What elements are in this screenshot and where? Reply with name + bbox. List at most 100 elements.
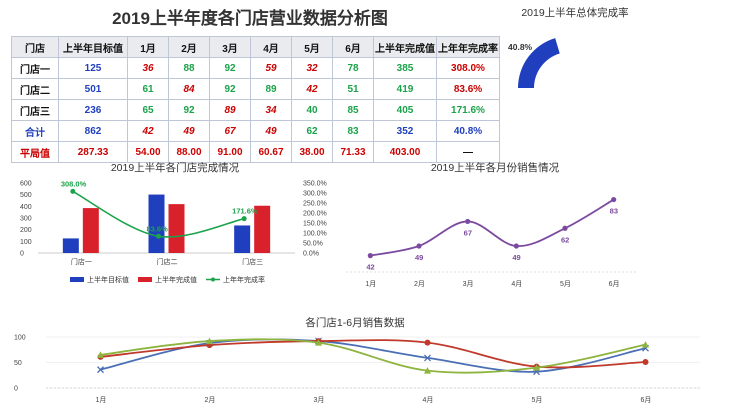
store-point	[642, 358, 649, 365]
y-tick-label: 50	[14, 360, 22, 367]
gauge-title: 2019上半年总体完成率	[521, 7, 629, 19]
bar-done	[254, 205, 271, 253]
store-line	[100, 338, 646, 373]
target-cell: 287.33	[58, 141, 128, 163]
sales-point	[465, 218, 471, 225]
rate-data-label: 83.6%	[147, 224, 169, 233]
legend-label: 上半年目标值	[87, 275, 129, 284]
sales-point	[611, 196, 617, 203]
x-tick-label: 1月	[365, 280, 376, 288]
legend-swatch	[70, 277, 84, 282]
x-tick-label: 3月	[314, 396, 325, 404]
chart1-title: 2019上半年各门店完成情况	[110, 162, 240, 174]
y2-tick-label: 150.0%	[303, 221, 327, 228]
x-tick-label: 门店三	[242, 257, 263, 266]
store-point	[206, 337, 213, 345]
y2-tick-label: 200.0%	[303, 211, 327, 218]
store-point	[424, 354, 431, 362]
sales-point	[416, 243, 422, 249]
chart2-title: 2019上半年各月份销售情况	[430, 162, 560, 174]
x-tick-label: 2月	[205, 396, 216, 404]
table-header: 3月	[209, 36, 251, 58]
table-row: 门店二 501 61 84 92 89 42 51 419 83.6%	[11, 78, 500, 100]
sales-data-label: 49	[512, 253, 520, 262]
store-point	[97, 366, 104, 374]
sales-point	[513, 243, 519, 249]
bar-target	[234, 225, 251, 253]
gauge-arc	[518, 38, 560, 88]
x-tick-label: 4月	[511, 280, 522, 288]
table-row: 平局值 287.33 54.00 88.00 91.00 60.67 38.00 71.33 4…	[11, 141, 500, 163]
table-header: 5月	[291, 36, 333, 58]
y2-tick-label: 250.0%	[303, 201, 327, 208]
sales-line	[370, 198, 615, 257]
y2-tick-label: 50.0%	[303, 241, 323, 248]
x-tick-label: 2月	[414, 280, 425, 288]
legend-swatch	[138, 277, 152, 282]
store-point	[642, 341, 649, 348]
sales-point	[562, 225, 568, 231]
y2-tick-label: 300.0%	[303, 191, 327, 198]
summary-table: 门店 上半年目标值 1月 2月 3月 4月 5月 6月 上半年完成值 上年年完成…	[11, 36, 500, 163]
sales-data-label: 42	[366, 263, 374, 272]
store-point	[424, 339, 431, 346]
table-row: 合计 862 42 49 67 49 62 83 352 40.8%	[11, 120, 500, 142]
legend-label: 上年年完成率	[223, 275, 265, 284]
x-tick-label: 5月	[560, 280, 571, 288]
y-tick-label: 100	[14, 335, 26, 342]
x-tick-label: 4月	[423, 396, 434, 404]
store-point	[424, 367, 431, 374]
y-tick-label: 500	[20, 192, 32, 199]
x-tick-label: 5月	[532, 396, 543, 404]
chart3-title: 各门店1-6月销售数据	[305, 317, 405, 329]
x-tick-label: 6月	[609, 280, 620, 288]
sales-data-label: 83	[610, 207, 618, 216]
store-line	[100, 338, 646, 374]
rate-cell: —	[436, 141, 500, 163]
legend-label: 上半年完成值	[155, 275, 197, 284]
sales-data-label: 67	[464, 228, 472, 237]
y-tick-label: 300	[20, 216, 32, 223]
store-point	[97, 351, 104, 358]
sales-data-label: 62	[561, 235, 569, 244]
store-point	[315, 339, 322, 346]
rate-cell: 171.6%	[436, 99, 500, 121]
table-header: 上半年目标值	[58, 36, 128, 58]
rate-data-label: 308.0%	[61, 179, 87, 188]
y2-tick-label: 350.0%	[303, 181, 327, 188]
y-tick-label: 600	[20, 181, 32, 188]
y2-tick-label: 0.0%	[303, 251, 319, 258]
rate-point	[241, 216, 247, 222]
table-header: 门店	[11, 36, 59, 58]
legend-swatch	[211, 277, 215, 282]
y-tick-label: 400	[20, 204, 32, 211]
x-tick-label: 6月	[641, 396, 652, 404]
x-tick-label: 门店二	[157, 257, 178, 266]
x-tick-label: 门店一	[71, 257, 92, 266]
x-tick-label: 1月	[96, 396, 107, 404]
rate-point	[70, 188, 76, 194]
store-point	[533, 364, 540, 371]
y-tick-label: 0	[20, 251, 24, 258]
page-title: 2019上半年度各门店营业数据分析图	[112, 9, 388, 28]
y-tick-label: 100	[20, 239, 32, 246]
table-row: 门店一 125 36 88 92 59 32 78 385 308.0%	[11, 57, 500, 79]
y2-tick-label: 100.0%	[303, 231, 327, 238]
table-header: 2月	[168, 36, 210, 58]
bar-target	[148, 194, 165, 253]
bar-done	[168, 204, 185, 253]
table-header-row: 门店 上半年目标值 1月 2月 3月 4月 5月 6月 上半年完成值 上年年完成…	[11, 36, 500, 58]
table-header: 上年年完成率	[436, 36, 500, 58]
sales-data-label: 49	[415, 253, 423, 262]
bar-done	[82, 208, 99, 253]
y-tick-label: 200	[20, 227, 32, 234]
rate-data-label: 171.6%	[232, 207, 258, 216]
month-cell: 71.33	[332, 141, 374, 163]
store-line	[100, 339, 646, 369]
y-tick-label: 0	[14, 386, 18, 393]
rate-point	[156, 233, 161, 239]
sales-point	[367, 253, 373, 259]
gauge-value: 40.8%	[508, 42, 533, 52]
x-tick-label: 3月	[463, 280, 474, 288]
